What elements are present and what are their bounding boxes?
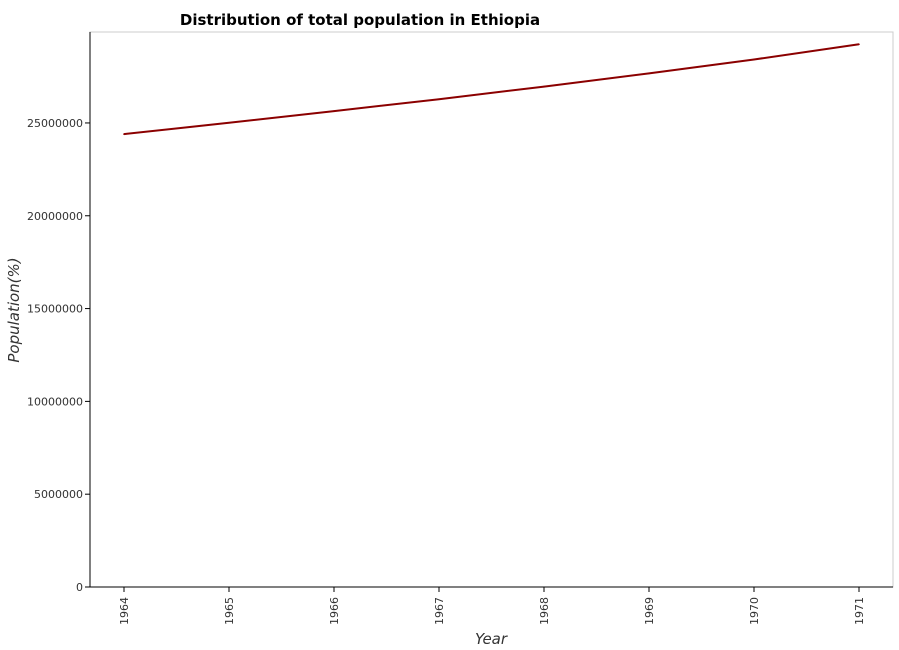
x-tick-label: 1971 (853, 597, 866, 625)
plot-area (89, 31, 894, 588)
data-point (648, 72, 650, 75)
data-point (753, 58, 755, 61)
x-tick-label: 1965 (223, 597, 236, 625)
data-point (858, 43, 860, 46)
x-tick-label: 1964 (118, 597, 131, 625)
y-tick-label: 5000000 (34, 488, 83, 501)
x-tick-label: 1968 (538, 597, 551, 625)
x-axis-label: Year (475, 630, 508, 648)
y-tick-label: 25000000 (27, 117, 83, 130)
x-tick-label: 1970 (748, 597, 761, 625)
y-tick-label: 20000000 (27, 210, 83, 223)
x-tick-label: 1969 (643, 597, 656, 625)
y-axis: 0 5000000 10000000 15000000 20000000 25000000 (27, 32, 91, 594)
series-group (123, 43, 860, 136)
data-point (333, 110, 335, 112)
y-axis-label: Population(%) (5, 257, 23, 362)
x-tick-label: 1966 (328, 597, 341, 625)
data-point (438, 98, 440, 100)
data-point (123, 133, 125, 135)
y-tick-label: 10000000 (27, 395, 83, 408)
x-tick-label: 1967 (433, 597, 446, 625)
data-point (228, 121, 230, 124)
chart-title: Distribution of total population in Ethi… (180, 11, 540, 29)
y-tick-label: 15000000 (27, 303, 83, 316)
y-tick-label: 0 (76, 581, 83, 594)
data-point (543, 85, 545, 88)
series-line (123, 43, 860, 136)
x-axis: 1964 1965 1966 1967 1968 1969 1970 1971 (90, 586, 893, 625)
